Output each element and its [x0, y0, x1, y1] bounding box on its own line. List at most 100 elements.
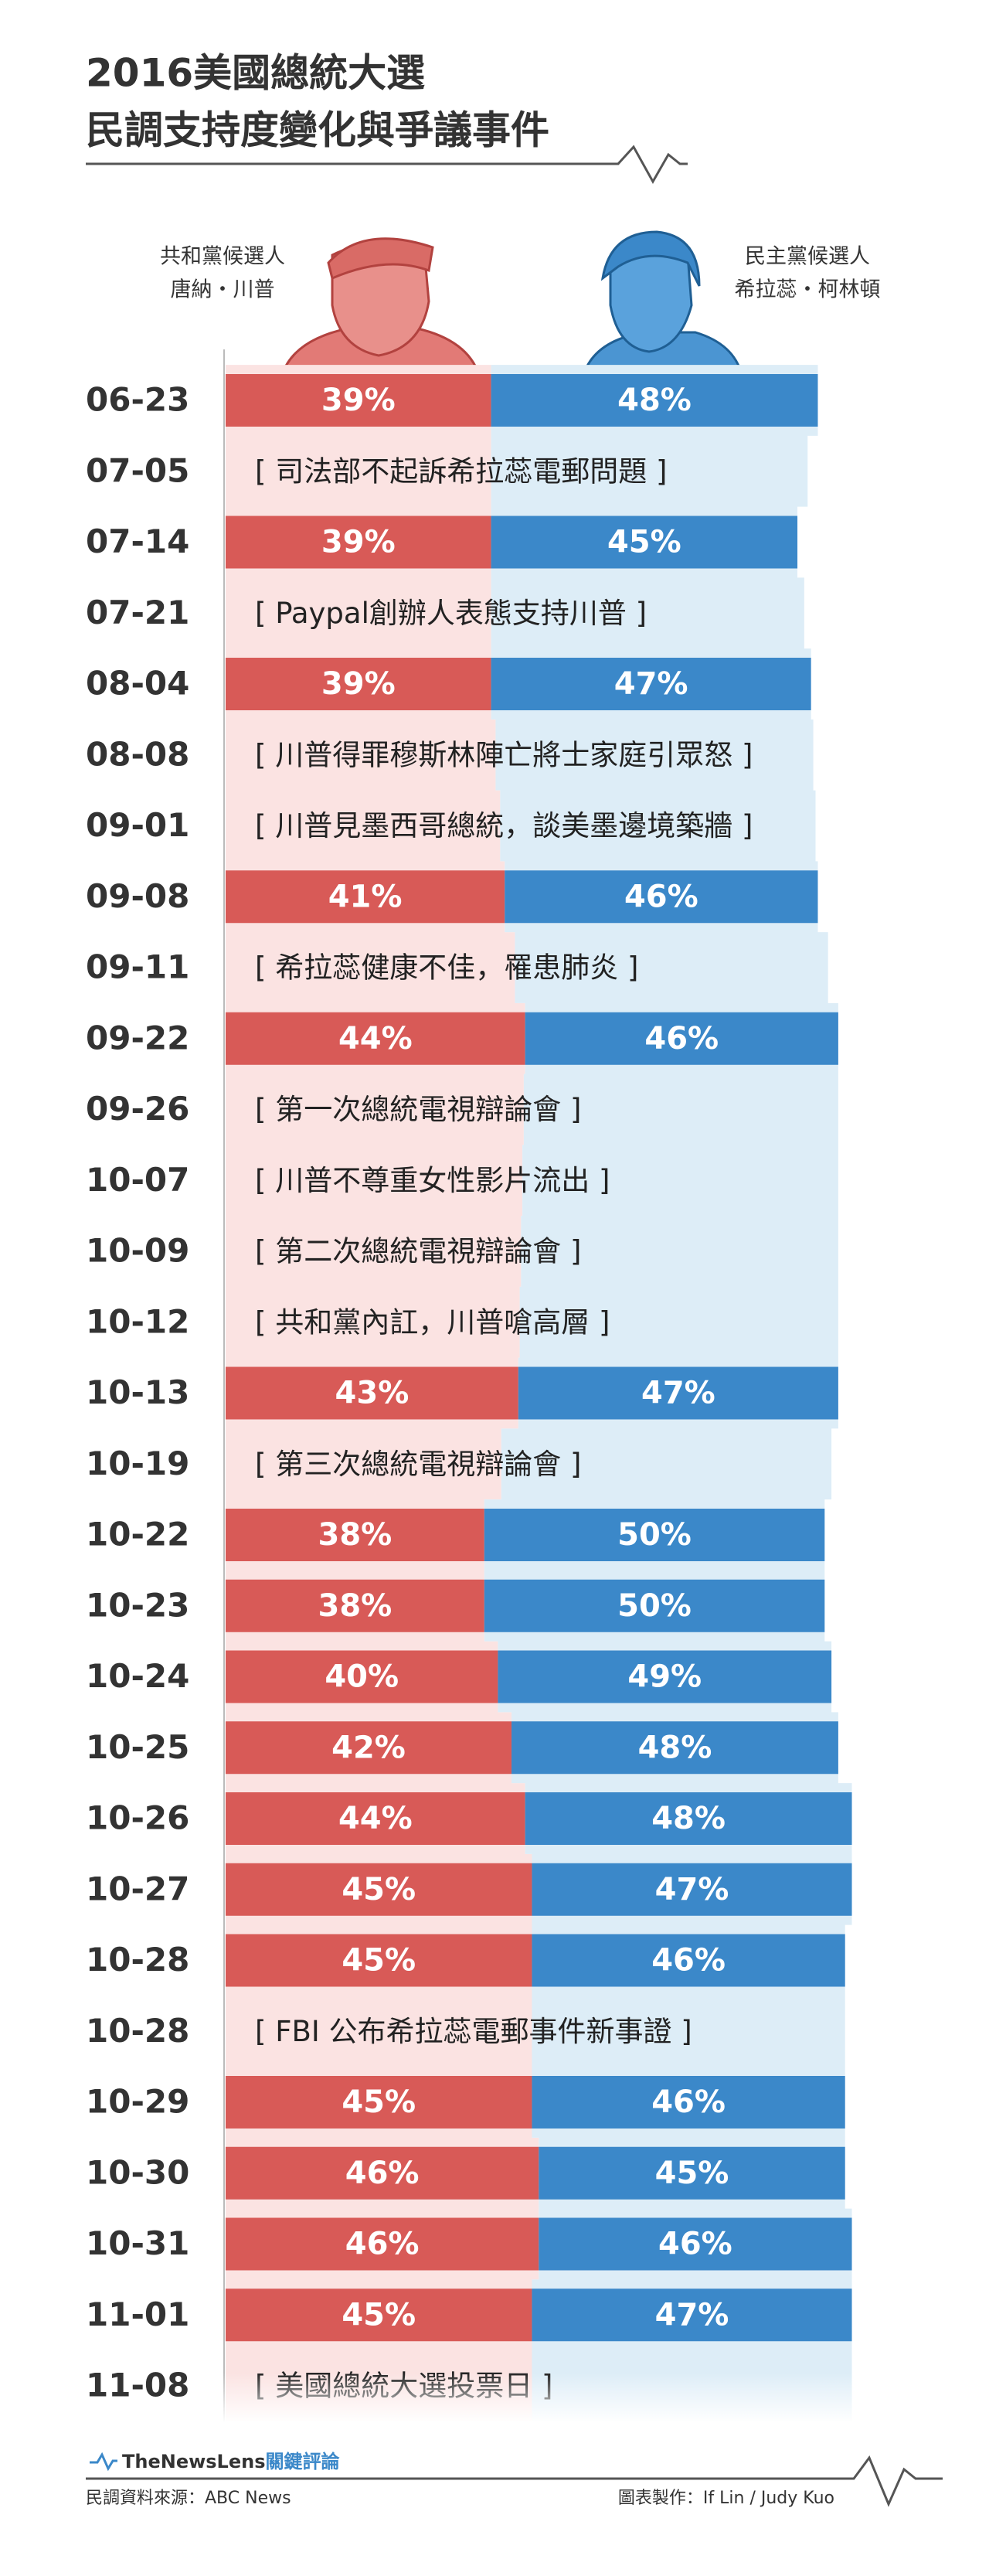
value-label: 47%: [655, 2297, 729, 2333]
bar-democrat: [491, 658, 811, 710]
value-label: 46%: [644, 1021, 719, 1057]
footer-rule: [86, 2455, 943, 2507]
date-label: 11-01: [86, 2295, 189, 2333]
bar-democrat: [511, 1721, 838, 1775]
date-label: 07-05: [86, 451, 189, 489]
value-label: 41%: [328, 879, 403, 914]
value-label: 46%: [651, 1943, 726, 1979]
value-label: 47%: [641, 1376, 715, 1411]
event-label: [ 第一次總統電視辯論會 ]: [255, 1093, 581, 1126]
event-label: [ 希拉蕊健康不佳，罹患肺炎 ]: [255, 951, 638, 985]
logo-text: 關鍵評論: [266, 2451, 341, 2472]
event-label: [ FBI 公布希拉蕊電郵事件新事證 ]: [255, 2015, 692, 2048]
candidate-party: 共和黨候選人: [160, 245, 285, 269]
candidate-name: 唐納・川普: [171, 278, 275, 302]
date-label: 10-23: [86, 1586, 189, 1624]
date-label: 10-13: [86, 1373, 189, 1411]
value-label: 49%: [627, 1659, 702, 1695]
date-label: 11-08: [86, 2367, 189, 2404]
date-label: 10-09: [86, 1232, 189, 1270]
date-label: 09-26: [86, 1090, 189, 1128]
value-label: 46%: [345, 2156, 420, 2191]
credit: 圖表製作：If Lin / Judy Kuo: [618, 2489, 834, 2508]
event-label: [ 川普不尊重女性影片流出 ]: [255, 1164, 610, 1197]
value-label: 47%: [614, 666, 688, 702]
date-label: 07-14: [86, 522, 189, 560]
value-label: 46%: [345, 2227, 420, 2262]
value-label: 45%: [655, 2156, 729, 2191]
chart-title: 2016美國總統大選: [86, 51, 425, 96]
bar-republican: [226, 1012, 525, 1065]
bar-democrat: [532, 1934, 845, 1987]
value-label: 48%: [651, 1801, 726, 1836]
title-rule: [86, 145, 688, 185]
value-label: 44%: [338, 1021, 413, 1057]
event-label: [ 第二次總統電視辯論會 ]: [255, 1235, 581, 1268]
date-label: 10-24: [86, 1657, 189, 1695]
value-label: 43%: [335, 1376, 410, 1411]
bar-republican: [226, 1509, 484, 1561]
value-label: 45%: [342, 2297, 416, 2333]
event-label: [ 第三次總統電視辯論會 ]: [255, 1448, 581, 1481]
bar-republican: [226, 1366, 518, 1420]
value-label: 45%: [607, 525, 681, 560]
date-label: 09-08: [86, 877, 189, 915]
bar-democrat: [532, 1863, 852, 1916]
date-label: 10-19: [86, 1445, 189, 1482]
value-label: 46%: [624, 879, 698, 914]
date-label: 09-22: [86, 1019, 189, 1057]
trump-portrait: [280, 237, 481, 376]
logo: TheNewsLens關鍵評論: [122, 2451, 340, 2472]
date-label: 09-01: [86, 806, 189, 844]
value-label: 45%: [342, 2084, 416, 2120]
date-label: 10-12: [86, 1302, 189, 1340]
bar-democrat: [484, 1509, 825, 1561]
value-label: 44%: [338, 1801, 413, 1836]
date-label: 10-30: [86, 2153, 189, 2191]
value-label: 46%: [658, 2227, 732, 2262]
bar-democrat: [525, 1792, 852, 1845]
bar-republican: [226, 1579, 484, 1632]
fade: [216, 2373, 912, 2423]
value-label: 45%: [342, 1872, 416, 1907]
event-label: [ 川普得罪穆斯林陣亡將士家庭引眾怒 ]: [255, 738, 753, 771]
bar-republican: [226, 1721, 512, 1775]
bar-republican: [226, 2146, 539, 2200]
date-label: 10-25: [86, 1728, 189, 1766]
date-label: 10-31: [86, 2224, 189, 2262]
bar-republican: [226, 1650, 498, 1703]
event-label: [ 共和黨內訌，川普嗆高層 ]: [255, 1305, 610, 1339]
value-label: 39%: [321, 666, 396, 702]
bar-republican: [226, 2076, 532, 2129]
logo-icon: [90, 2452, 117, 2472]
bar-republican: [226, 870, 505, 924]
candidate-name: 希拉蕊・柯林頓: [735, 278, 881, 302]
event-label: [ 司法部不起訴希拉蕊電郵問題 ]: [255, 454, 667, 488]
value-label: 39%: [321, 525, 396, 560]
date-label: 06-23: [86, 381, 189, 419]
value-label: 40%: [325, 1659, 399, 1695]
date-label: 10-26: [86, 1799, 189, 1837]
value-label: 48%: [617, 383, 692, 418]
bar-republican: [226, 2217, 539, 2271]
bar-democrat: [525, 1012, 838, 1065]
value-label: 42%: [331, 1730, 406, 1765]
value-label: 48%: [638, 1730, 712, 1765]
bar-democrat: [539, 2146, 845, 2200]
bar-republican: [226, 1792, 525, 1845]
date-label: 10-28: [86, 1941, 189, 1979]
value-label: 50%: [617, 1517, 692, 1553]
bar-democrat: [498, 1650, 832, 1703]
bar-democrat: [532, 2076, 845, 2129]
value-label: 38%: [318, 1517, 393, 1553]
date-label: 09-11: [86, 948, 189, 986]
value-label: 39%: [321, 383, 396, 418]
bar-republican: [226, 374, 491, 427]
value-label: 45%: [342, 1943, 416, 1979]
event-label: [ 川普見墨西哥總統，談美墨邊境築牆 ]: [255, 809, 753, 842]
value-label: 38%: [318, 1588, 393, 1624]
bar-republican: [226, 1863, 532, 1916]
date-label: 08-08: [86, 735, 189, 773]
value-label: 46%: [651, 2084, 726, 2120]
bar-democrat: [505, 870, 818, 924]
